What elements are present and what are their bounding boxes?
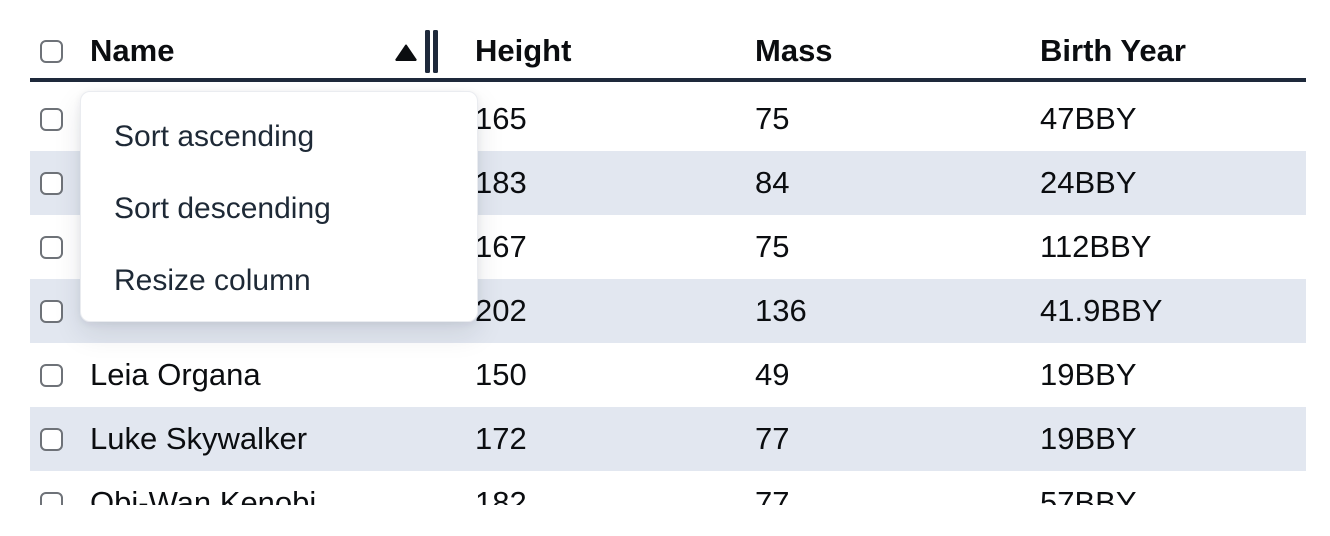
sort-ascending-icon [395, 44, 417, 61]
column-header-name[interactable]: Name [90, 33, 475, 69]
column-header-name-label: Name [90, 33, 175, 68]
cell-mass: 136 [755, 293, 807, 328]
column-header-mass-label: Mass [755, 33, 833, 68]
table-row: 165 75 47BBY [30, 87, 1306, 151]
row-checkbox[interactable] [40, 171, 63, 195]
row-checkbox[interactable] [40, 427, 63, 451]
menu-item-sort-descending[interactable]: Sort descending [114, 192, 331, 225]
cell-name: Obi-Wan Kenobi [90, 485, 317, 505]
row-checkbox[interactable] [40, 107, 63, 131]
table-row: Obi-Wan Kenobi 182 77 57BBY [30, 471, 1306, 505]
row-checkbox[interactable] [40, 363, 63, 387]
cell-height: 150 [475, 357, 527, 392]
table-row: Luke Skywalker 172 77 19BBY [30, 407, 1306, 471]
table-header-row: Name Height Mass Birth Year [30, 0, 1306, 82]
menu-item-resize-column[interactable]: Resize column [114, 264, 311, 297]
cell-birth-year: 24BBY [1040, 165, 1137, 200]
cell-height: 172 [475, 421, 527, 456]
column-header-height[interactable]: Height [475, 33, 755, 69]
cell-mass: 77 [755, 421, 790, 456]
cell-mass: 49 [755, 357, 790, 392]
cell-birth-year: 19BBY [1040, 421, 1137, 456]
cell-birth-year: 112BBY [1040, 229, 1152, 264]
cell-mass: 84 [755, 165, 790, 200]
column-menu: Sort ascending Sort descending Resize co… [80, 91, 478, 322]
cell-mass: 75 [755, 101, 790, 136]
menu-item-sort-ascending[interactable]: Sort ascending [114, 120, 315, 153]
cell-height: 167 [475, 229, 527, 264]
cell-mass: 77 [755, 485, 790, 505]
cell-birth-year: 19BBY [1040, 357, 1137, 392]
cell-height: 183 [475, 165, 527, 200]
cell-name: Leia Organa [90, 357, 261, 392]
cell-height: 182 [475, 485, 527, 505]
column-resize-handle-icon[interactable] [425, 30, 438, 73]
column-header-birth-year-label: Birth Year [1040, 33, 1186, 68]
column-header-height-label: Height [475, 33, 572, 68]
cell-height: 165 [475, 101, 527, 136]
column-header-mass[interactable]: Mass [755, 33, 1040, 69]
table-row: 167 75 112BBY [30, 215, 1306, 279]
cell-birth-year: 57BBY [1040, 485, 1137, 505]
select-all-checkbox[interactable] [40, 39, 63, 63]
table-row: Leia Organa 150 49 19BBY [30, 343, 1306, 407]
header-checkbox-cell [30, 39, 90, 63]
cell-name: Luke Skywalker [90, 421, 308, 456]
row-checkbox[interactable] [40, 491, 63, 505]
column-header-birth-year[interactable]: Birth Year [1040, 33, 1306, 69]
cell-height: 202 [475, 293, 527, 328]
cell-mass: 75 [755, 229, 790, 264]
row-checkbox[interactable] [40, 235, 63, 259]
cell-birth-year: 41.9BBY [1040, 293, 1163, 328]
row-checkbox[interactable] [40, 299, 63, 323]
cell-birth-year: 47BBY [1040, 101, 1137, 136]
